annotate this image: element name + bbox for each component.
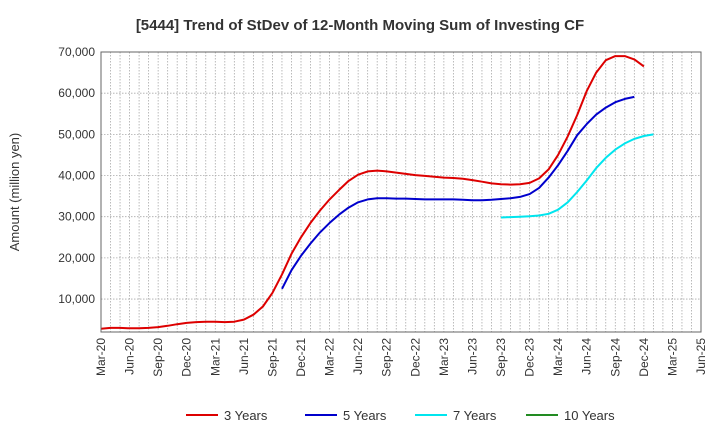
x-tick-label: Dec-22 xyxy=(408,338,422,377)
y-tick-label: 40,000 xyxy=(58,169,95,183)
x-tick-label: Jun-22 xyxy=(351,338,365,375)
series-line-5-years xyxy=(281,95,635,290)
x-tick-label: Dec-21 xyxy=(294,338,308,377)
y-ticks: 10,000 20,000 30,000 40,000 50,000 60,000 70,0… xyxy=(58,45,95,306)
x-ticks: Mar-20 Jun-20 Sep-20 Dec-20 Mar-21 Jun-21 Sep-… xyxy=(94,338,708,377)
grid xyxy=(101,51,701,332)
x-tick-label: Dec-20 xyxy=(180,338,194,377)
legend: 3 Years 5 Years 7 Years 10 Years xyxy=(186,408,615,423)
y-tick-label: 30,000 xyxy=(58,210,95,224)
legend-label: 5 Years xyxy=(343,408,387,423)
x-tick-label: Jun-21 xyxy=(237,338,251,375)
y-tick-label: 60,000 xyxy=(58,86,95,100)
x-tick-label: Jun-24 xyxy=(580,338,594,375)
x-tick-label: Sep-23 xyxy=(494,338,508,377)
x-tick-label: Mar-23 xyxy=(437,338,451,376)
x-tick-label: Sep-20 xyxy=(151,338,165,377)
legend-label: 7 Years xyxy=(453,408,497,423)
x-tick-label: Mar-22 xyxy=(323,338,337,376)
x-tick-label: Mar-25 xyxy=(665,338,679,376)
x-tick-label: Mar-21 xyxy=(208,338,222,376)
x-tick-label: Mar-24 xyxy=(551,338,565,376)
x-tick-label: Jun-20 xyxy=(123,338,137,375)
series-line-3-years xyxy=(100,55,645,330)
series-layer xyxy=(100,55,654,330)
y-tick-label: 70,000 xyxy=(58,45,95,59)
x-tick-label: Sep-21 xyxy=(265,338,279,377)
x-tick-label: Jun-23 xyxy=(465,338,479,375)
x-tick-label: Jun-25 xyxy=(694,338,708,375)
x-tick-label: Sep-24 xyxy=(608,338,622,377)
y-tick-label: 10,000 xyxy=(58,292,95,306)
legend-label: 10 Years xyxy=(564,408,615,423)
x-tick-label: Dec-23 xyxy=(523,338,537,377)
x-tick-label: Mar-20 xyxy=(94,338,108,376)
y-axis-label: Amount (million yen) xyxy=(7,133,22,252)
y-tick-label: 50,000 xyxy=(58,127,95,141)
x-tick-label: Sep-22 xyxy=(380,338,394,377)
plot-frame xyxy=(100,51,702,333)
series-line-7-years xyxy=(500,133,654,219)
x-tick-label: Dec-24 xyxy=(637,338,651,377)
chart-title: [5444] Trend of StDev of 12-Month Moving… xyxy=(136,17,584,34)
y-tick-label: 20,000 xyxy=(58,251,95,265)
legend-label: 3 Years xyxy=(224,408,268,423)
